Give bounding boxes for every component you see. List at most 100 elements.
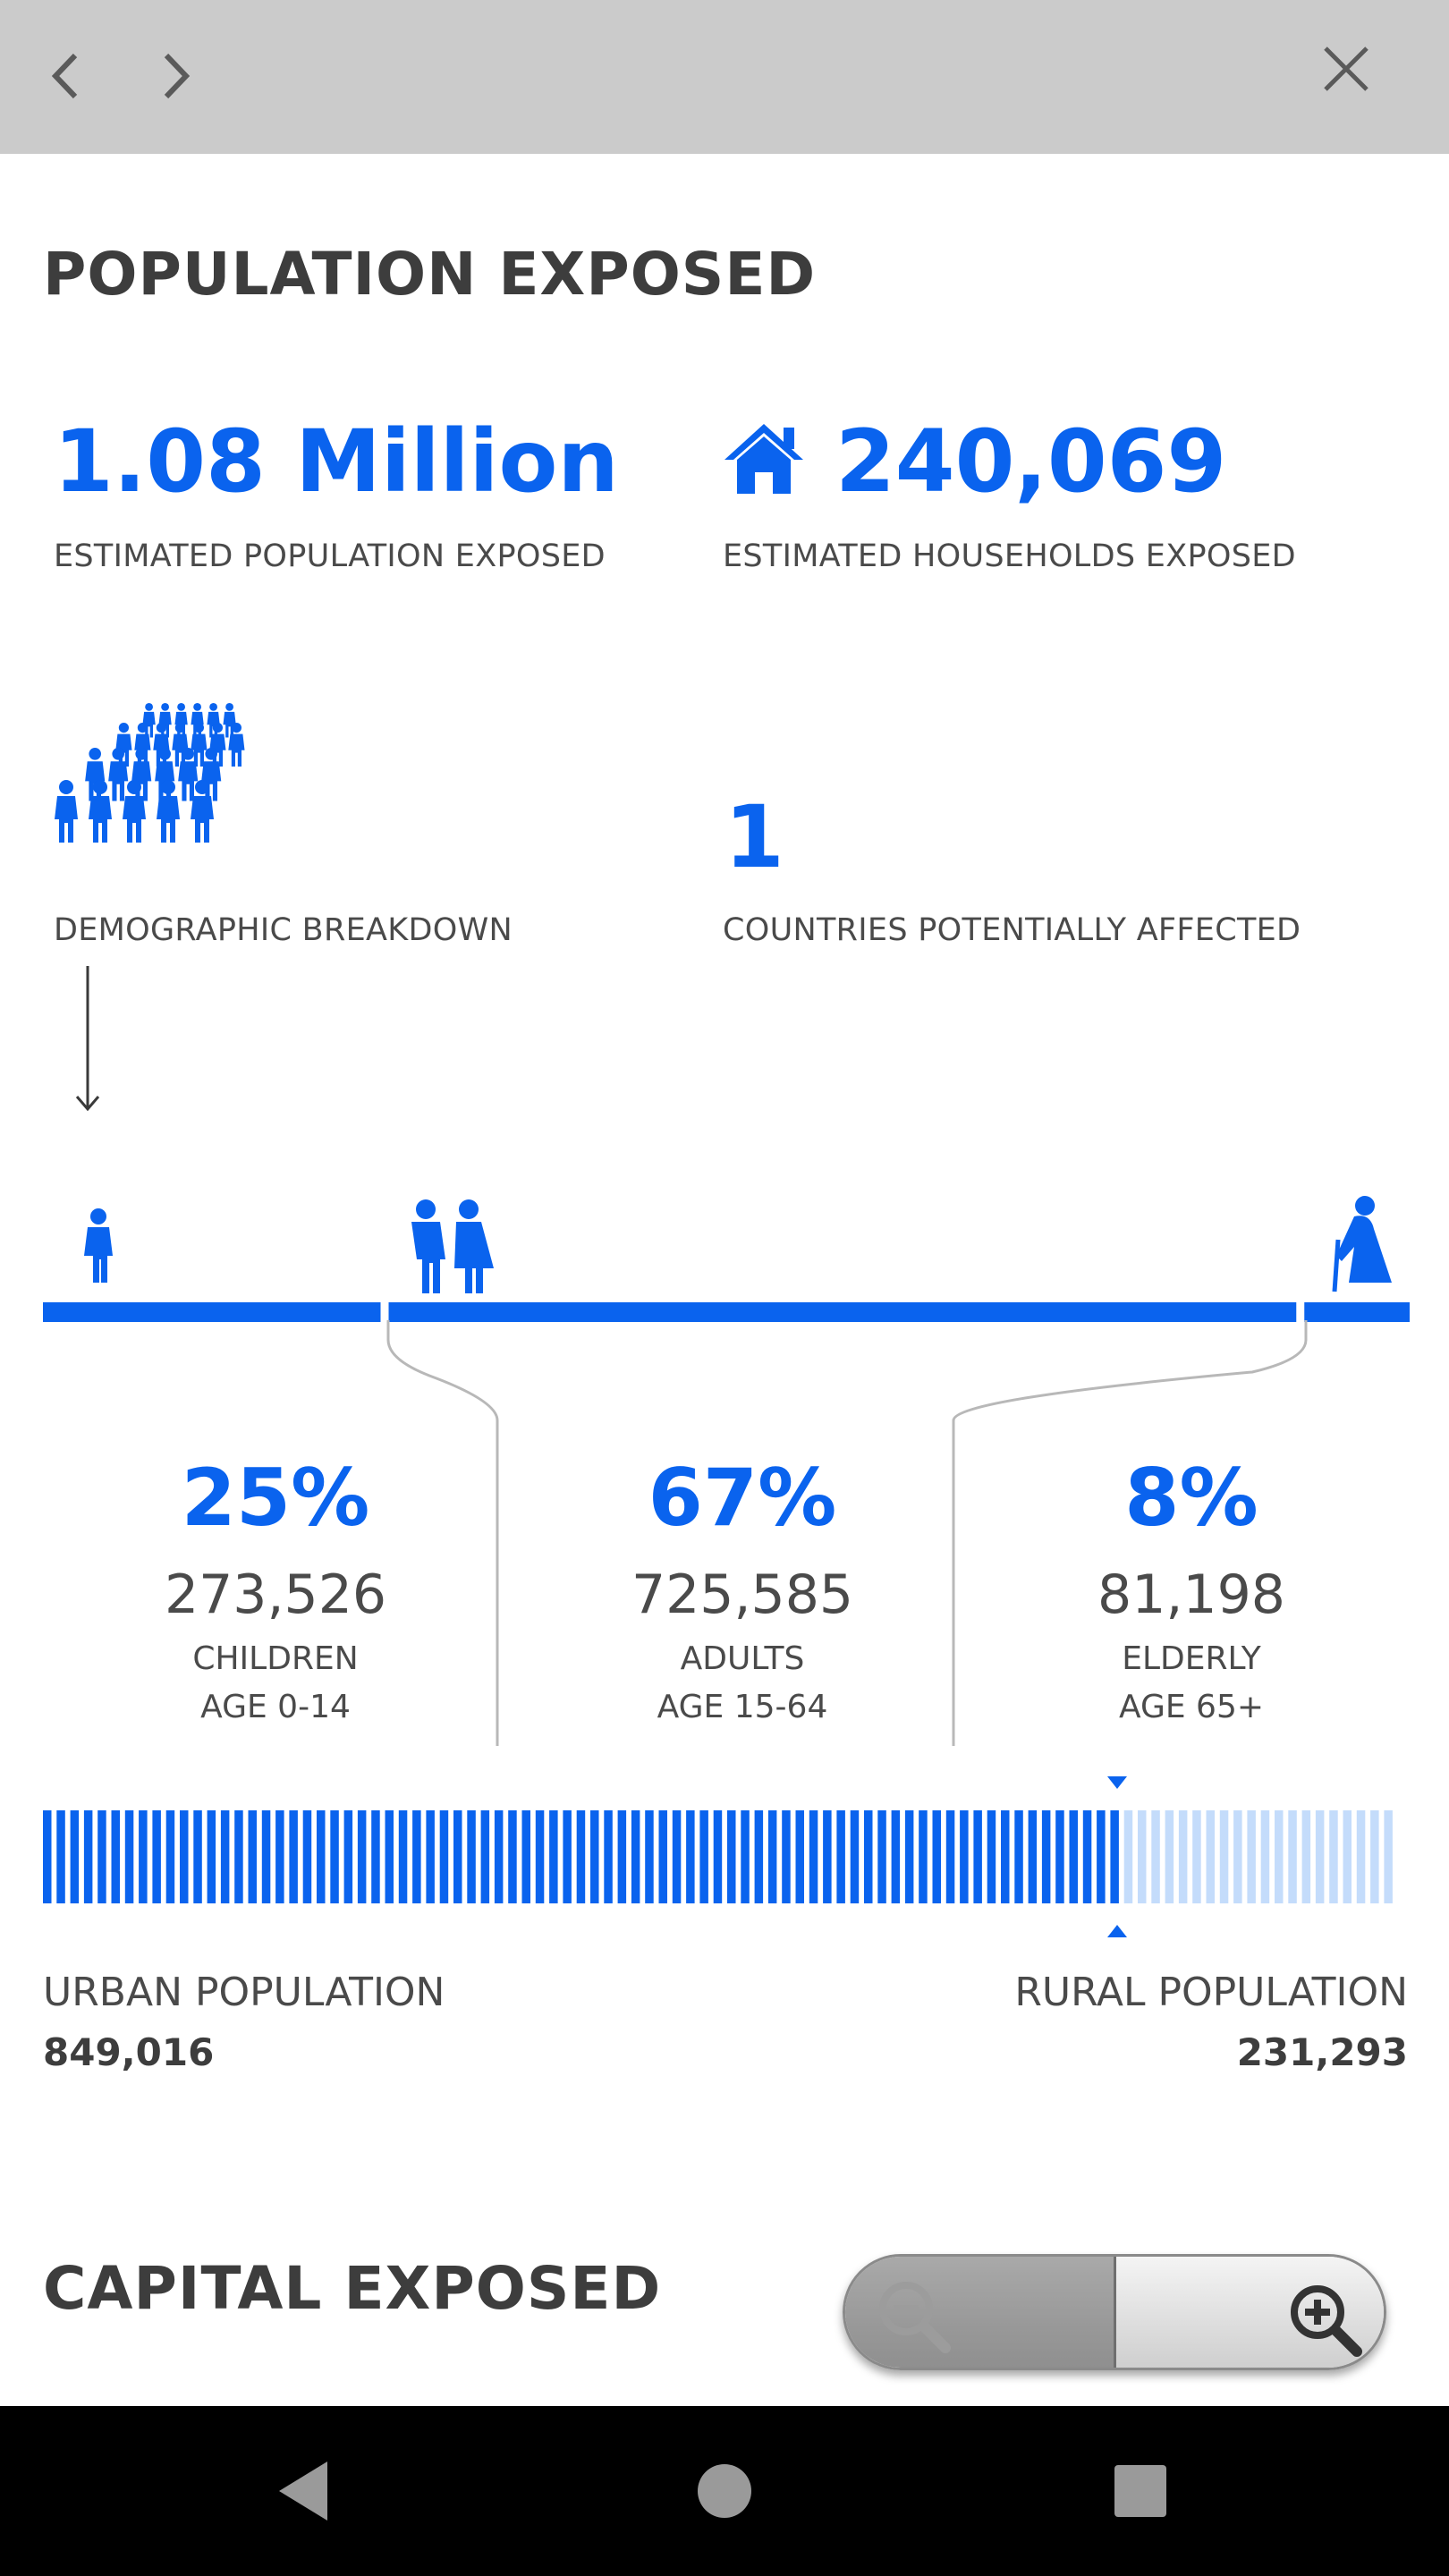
urban-tick (672, 1810, 682, 1903)
urban-tick (960, 1810, 969, 1903)
urban-tick (563, 1810, 572, 1903)
urban-tick (124, 1810, 134, 1903)
adults-percent: 67% (648, 1452, 837, 1544)
urban-tick (180, 1810, 189, 1903)
urban-tick (658, 1810, 667, 1903)
urban-tick (809, 1810, 818, 1903)
rural-tick (1343, 1810, 1352, 1903)
urban-tick (220, 1810, 230, 1903)
urban-tick (385, 1810, 394, 1903)
rural-tick (1329, 1810, 1338, 1903)
households-value: 240,069 (835, 411, 1227, 512)
rural-tick (1206, 1810, 1215, 1903)
rural-tick (1151, 1810, 1160, 1903)
urban-tick (1069, 1810, 1078, 1903)
urban-tick (864, 1810, 873, 1903)
rural-tick (1192, 1810, 1201, 1903)
urban-tick (919, 1810, 928, 1903)
urban-tick (987, 1810, 996, 1903)
house-icon (721, 420, 807, 496)
urban-tick (289, 1810, 298, 1903)
system-home-button[interactable] (675, 2442, 774, 2540)
age-breakdown-graphic (43, 1196, 1410, 1746)
urban-tick (1110, 1810, 1119, 1903)
urban-tick (945, 1810, 955, 1903)
child-icon (84, 1208, 113, 1283)
urban-tick (56, 1810, 65, 1903)
urban-tick (234, 1810, 243, 1903)
triangle-back-icon (279, 2462, 327, 2521)
urban-tick (343, 1810, 353, 1903)
rural-label: RURAL POPULATION (1014, 1970, 1408, 2015)
close-icon (1315, 38, 1377, 100)
households-caption: ESTIMATED HOUSEHOLDS EXPOSED (723, 538, 1296, 574)
rural-tick (1138, 1810, 1147, 1903)
back-button[interactable] (36, 45, 98, 107)
divider-marker-bottom (1107, 1925, 1128, 1937)
chevron-right-icon (143, 45, 206, 107)
zoom-in-button[interactable] (1115, 2257, 1384, 2368)
urban-tick (521, 1810, 530, 1903)
urban-tick (248, 1810, 257, 1903)
children-count: 273,526 (164, 1563, 387, 1626)
chevron-left-icon (36, 45, 98, 107)
demographic-caption: DEMOGRAPHIC BREAKDOWN (54, 912, 513, 948)
section-title-capital: CAPITAL EXPOSED (43, 2254, 662, 2323)
rural-tick (1178, 1810, 1188, 1903)
population-value: 1.08 Million (54, 411, 619, 512)
connector-left (386, 1320, 499, 1746)
urban-tick (453, 1810, 462, 1903)
system-nav-bar (0, 2406, 1449, 2576)
urban-tick (139, 1810, 148, 1903)
urban-tick (767, 1810, 777, 1903)
system-back-button[interactable] (258, 2442, 356, 2540)
urban-tick (275, 1810, 284, 1903)
rural-tick (1123, 1810, 1133, 1903)
urban-tick (590, 1810, 599, 1903)
forward-button[interactable] (143, 45, 206, 107)
urban-tick (836, 1810, 845, 1903)
adults-count: 725,585 (631, 1563, 854, 1626)
urban-tick (754, 1810, 764, 1903)
urban-tick (535, 1810, 545, 1903)
urban-tick (795, 1810, 804, 1903)
top-bar (0, 0, 1449, 154)
elderly-icon (1332, 1196, 1392, 1292)
urban-tick (823, 1810, 832, 1903)
section-title-population: POPULATION EXPOSED (43, 240, 817, 309)
rural-tick (1260, 1810, 1270, 1903)
urban-tick (165, 1810, 175, 1903)
urban-value: 849,016 (43, 2030, 215, 2074)
urban-label: URBAN POPULATION (43, 1970, 445, 2015)
urban-tick (357, 1810, 367, 1903)
urban-tick (631, 1810, 640, 1903)
urban-tick (1001, 1810, 1010, 1903)
crowd-icon (50, 698, 256, 850)
close-button[interactable] (1315, 38, 1377, 100)
rural-tick (1233, 1810, 1242, 1903)
circle-home-icon (698, 2464, 751, 2518)
urban-tick (193, 1810, 202, 1903)
urban-tick (508, 1810, 517, 1903)
urban-tick (1014, 1810, 1023, 1903)
urban-tick (97, 1810, 106, 1903)
rural-tick (1219, 1810, 1229, 1903)
zoom-out-button[interactable] (845, 2257, 1116, 2368)
urban-tick (1028, 1810, 1038, 1903)
elderly-percent: 8% (1124, 1452, 1258, 1544)
urban-tick (412, 1810, 421, 1903)
rural-tick (1247, 1810, 1256, 1903)
rural-tick (1301, 1810, 1311, 1903)
urban-tick (699, 1810, 708, 1903)
urban-tick (891, 1810, 901, 1903)
urban-rural-bar (43, 1776, 1393, 1937)
urban-tick (877, 1810, 886, 1903)
rural-value: 231,293 (1236, 2030, 1408, 2074)
system-recents-button[interactable] (1091, 2442, 1190, 2540)
urban-tick (549, 1810, 558, 1903)
urban-tick (70, 1810, 80, 1903)
rural-tick (1356, 1810, 1366, 1903)
zoom-control (843, 2254, 1386, 2370)
urban-tick (207, 1810, 216, 1903)
urban-tick (741, 1810, 750, 1903)
